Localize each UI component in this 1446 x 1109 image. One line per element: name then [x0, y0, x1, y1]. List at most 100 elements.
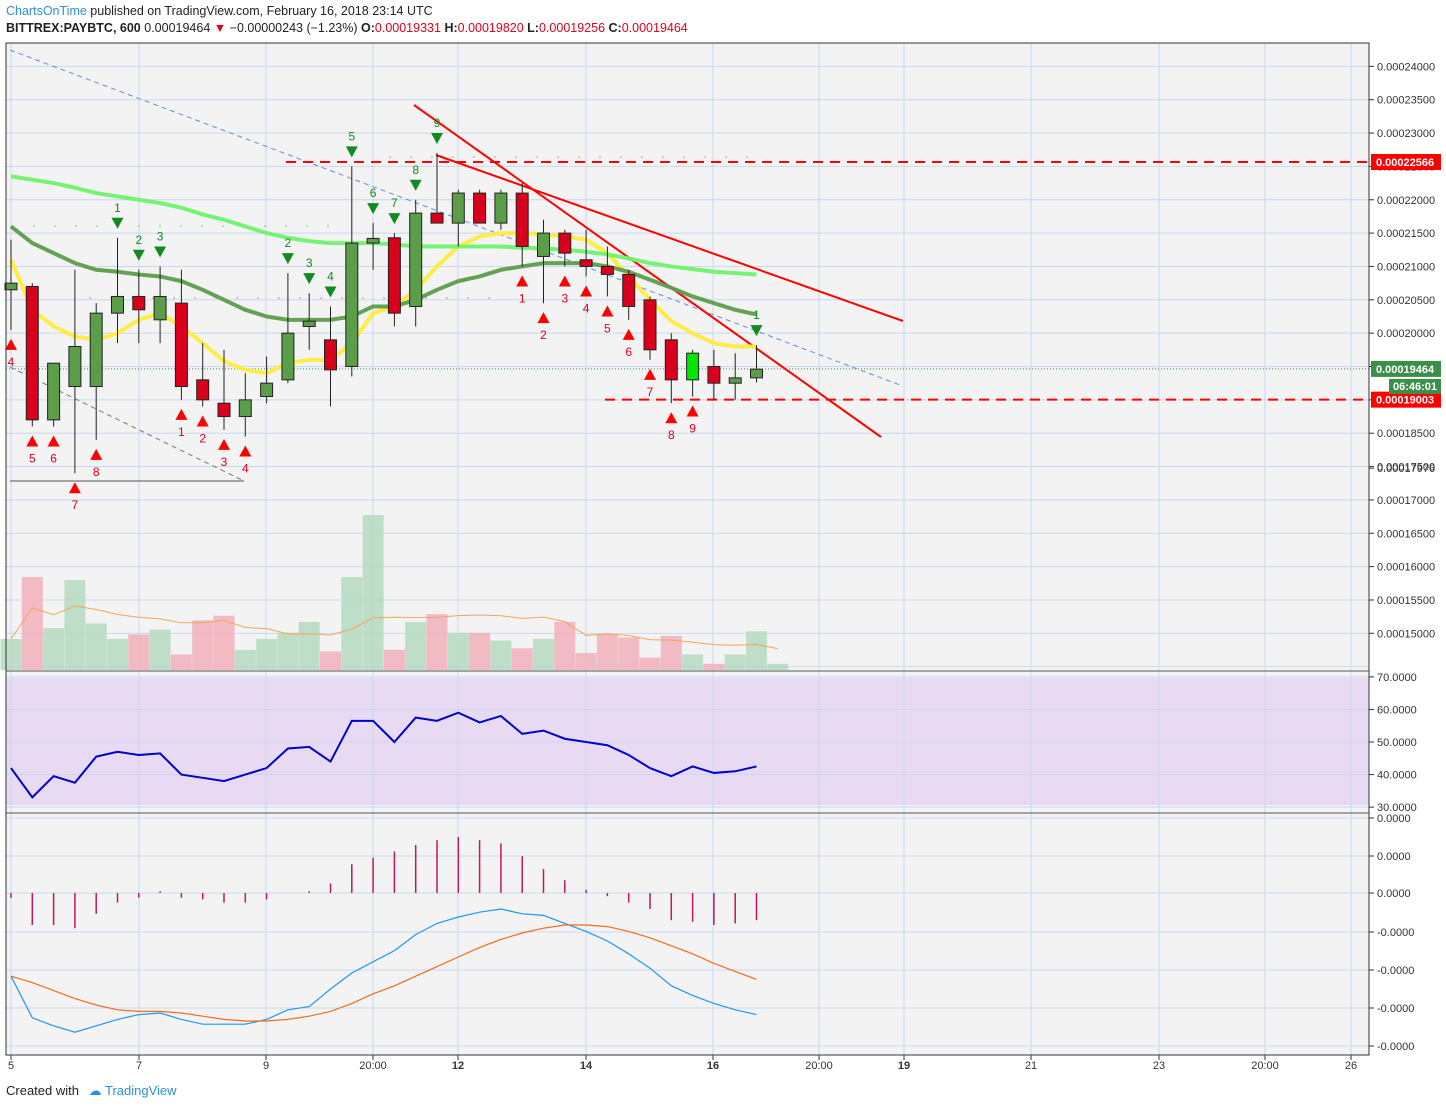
- candle: [473, 189, 487, 224]
- candle-body: [664, 339, 678, 381]
- rsi-y-tick-label: 40.0000: [1377, 770, 1417, 782]
- td-down-arrow-icon: [367, 203, 380, 215]
- volume-bar: [639, 657, 661, 670]
- x-tick-label: 20:00: [1251, 1060, 1279, 1072]
- close-label: C:: [608, 21, 622, 35]
- td-count-label: 7: [72, 498, 79, 512]
- dotted-level-dot: [683, 156, 685, 158]
- candle: [68, 269, 82, 474]
- y-tick-label: 0.00022000: [1377, 195, 1435, 207]
- dotted-level-dot: [599, 156, 601, 158]
- y-tick-label: 0.00023000: [1377, 128, 1435, 140]
- rsi-y-tick-label: 50.0000: [1377, 737, 1417, 749]
- volume-bar: [43, 628, 65, 670]
- dotted-level-dot: [452, 156, 454, 158]
- candle: [707, 349, 721, 400]
- low-value: 0.00019256: [538, 21, 606, 35]
- volume-bar: [298, 621, 320, 670]
- y-tick-label: 0.00020500: [1377, 295, 1435, 307]
- candle-body: [260, 382, 274, 398]
- td-count-label: 6: [625, 345, 632, 359]
- volume-bar: [405, 621, 427, 670]
- macd-y-tick-label: -0.0000: [1377, 927, 1414, 939]
- td-count-label: 8: [93, 465, 100, 479]
- y-tick-label: 0.00016500: [1377, 528, 1435, 540]
- volume-bar: [320, 651, 341, 670]
- td-down-arrow-icon: [324, 286, 337, 298]
- td-down-arrow-icon: [281, 253, 294, 265]
- td-count-label: 8: [412, 163, 419, 177]
- macd-y-tick-label: 0.0000: [1377, 813, 1411, 825]
- volume-bar: [192, 620, 214, 670]
- dotted-level-dot: [725, 156, 727, 158]
- candlesticks[interactable]: [4, 153, 763, 474]
- candle: [643, 296, 657, 360]
- td-up-arrow-icon: [558, 275, 571, 287]
- close-value: 0.00019464: [621, 21, 688, 35]
- red-trendline-shallow: [435, 154, 904, 322]
- td-count-label: 8: [668, 428, 675, 442]
- td-up-arrow-icon: [68, 482, 81, 494]
- symbol-label[interactable]: BITTREX:PAYBTC, 600: [6, 21, 141, 35]
- candle-body: [281, 332, 295, 381]
- volume-bar: [724, 654, 746, 670]
- dotted-level-dot: [515, 156, 517, 158]
- candle-body: [558, 232, 572, 254]
- volume-bar: [213, 615, 235, 670]
- level-price-tag: [1371, 153, 1441, 170]
- td-up-arrow-icon: [665, 412, 678, 424]
- tradingview-label: TradingView: [105, 1083, 177, 1098]
- volume-bar: [660, 635, 682, 670]
- candle-body: [387, 237, 401, 314]
- candle: [89, 303, 103, 440]
- td-up-arrow-icon: [601, 305, 614, 317]
- macd-line: [10, 908, 757, 1033]
- dotted-level-dot: [264, 225, 266, 227]
- volume-bar: [277, 632, 299, 670]
- volume-bar: [107, 639, 128, 670]
- td-count-label: 1: [178, 425, 185, 439]
- candle: [537, 219, 550, 304]
- dotted-level-dot: [278, 297, 280, 299]
- red-trendline-steep: [413, 104, 882, 438]
- x-tick-label: 7: [136, 1060, 142, 1072]
- candle: [174, 269, 188, 400]
- macd-y-tick-label: -0.0000: [1377, 965, 1414, 977]
- rsi-y-tick-label: 70.0000: [1377, 672, 1417, 684]
- candle: [132, 269, 146, 344]
- candle-body: [643, 299, 657, 351]
- high-value: 0.00019820: [457, 21, 524, 35]
- dotted-level-dot: [152, 297, 154, 299]
- candle-body: [600, 265, 614, 275]
- candle-body: [217, 402, 231, 418]
- y-tick-label: 0.00018500: [1377, 428, 1435, 440]
- candle-body: [153, 295, 167, 321]
- candle: [47, 362, 61, 427]
- candle-body: [473, 192, 487, 224]
- axes: 0.000240000.000235000.000230000.00022500…: [5, 42, 1441, 1072]
- dotted-level-dot: [746, 156, 748, 158]
- x-tick-label: 26: [1345, 1060, 1357, 1072]
- volume-bar: [575, 652, 597, 670]
- td-count-label: 4: [327, 269, 334, 283]
- plot-background: [6, 43, 1369, 1055]
- td-count-label: 6: [370, 186, 377, 200]
- td-count-label: 4: [242, 462, 249, 476]
- volume-bar: [234, 649, 256, 670]
- macd-y-tick-label: -0.0000: [1377, 1041, 1414, 1053]
- candle: [579, 229, 593, 277]
- candle-body: [451, 192, 465, 224]
- td-up-arrow-icon: [239, 445, 252, 457]
- level-price-label: 0.00022566: [1376, 157, 1434, 169]
- td-count-label: 3: [306, 256, 313, 270]
- volume-bar: [362, 515, 384, 670]
- td-up-arrow-icon: [622, 328, 635, 340]
- tradingview-link[interactable]: ☁ TradingView: [88, 1083, 177, 1098]
- last-price-tag: [1371, 360, 1441, 377]
- volume-bar: [85, 623, 107, 670]
- candle-body: [196, 379, 210, 401]
- dotted-level-dot: [557, 156, 559, 158]
- author-link[interactable]: ChartsOnTime: [6, 4, 87, 18]
- candle: [686, 349, 700, 397]
